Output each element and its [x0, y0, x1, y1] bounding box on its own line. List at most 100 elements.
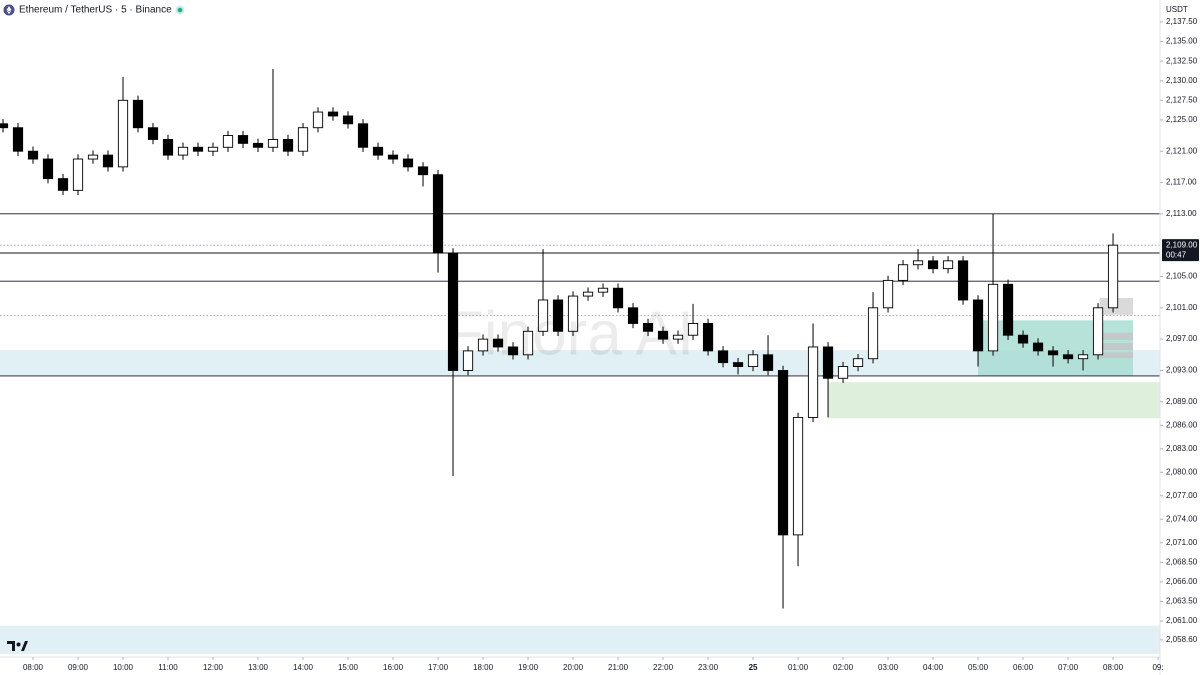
x-tick-label: 19:00: [518, 663, 539, 672]
y-tick-label: 2,130.00: [1166, 76, 1198, 85]
candle-body: [1017, 334, 1029, 344]
x-tick-label: 09:00: [68, 663, 89, 672]
zone: [828, 382, 1160, 419]
y-tick-label: 2,135.00: [1166, 37, 1198, 46]
candle-body: [267, 139, 279, 148]
x-tick-label: 15:00: [338, 663, 359, 672]
y-tick-label: 2,113.00: [1166, 209, 1197, 218]
candle-body: [927, 260, 939, 270]
currency-label: USDT: [1166, 5, 1188, 14]
coin-icon-mark: [6, 6, 12, 14]
candle-body: [702, 323, 714, 352]
y-tick-label: 2,058.60: [1166, 635, 1198, 644]
price-label: 2,109.00: [1166, 240, 1198, 249]
candle-body: [732, 362, 744, 367]
price-countdown: 00:47: [1166, 250, 1187, 259]
candle-body: [477, 338, 489, 352]
x-tick-label: 09:: [1152, 663, 1163, 672]
chart-title: Ethereum / TetherUS · 5 · Binance: [19, 5, 172, 16]
zone: [1099, 352, 1133, 358]
y-tick-label: 2,074.00: [1166, 514, 1198, 523]
candle-body: [822, 346, 834, 379]
x-tick-label: 21:00: [608, 663, 629, 672]
y-tick-label: 2,097.00: [1166, 334, 1198, 343]
candle-body: [192, 146, 204, 152]
candle-body: [687, 323, 699, 336]
y-tick-label: 2,086.00: [1166, 420, 1198, 429]
candle-body: [567, 295, 579, 332]
candle-body: [342, 115, 354, 125]
candle-body: [282, 139, 294, 152]
candle-body: [972, 299, 984, 352]
candle-body: [867, 307, 879, 360]
candle-body: [42, 158, 54, 180]
candle-body: [612, 287, 624, 309]
candle-body: [387, 154, 399, 160]
candle-body: [102, 154, 114, 168]
candle-body: [447, 252, 459, 371]
candle-body: [942, 260, 954, 270]
status-dot: [177, 7, 183, 13]
candle-body: [912, 260, 924, 266]
tv-logo: [7, 641, 28, 651]
x-tick-label: 08:00: [23, 663, 44, 672]
candle-body: [312, 111, 324, 129]
candle-body: [627, 307, 639, 324]
candle-body: [552, 299, 564, 332]
logo-part: [7, 641, 15, 651]
y-tick-label: 2,105.00: [1166, 272, 1198, 281]
y-tick-label: 2,093.00: [1166, 366, 1198, 375]
logo-part: [21, 641, 28, 651]
x-tick-label: 22:00: [653, 663, 674, 672]
x-tick-label: 11:00: [158, 663, 178, 672]
x-tick-label: 01:00: [788, 663, 809, 672]
candle-body: [147, 127, 159, 140]
candle-body: [537, 299, 549, 332]
x-tick-label: 10:00: [113, 663, 134, 672]
y-tick-label: 2,101.00: [1166, 303, 1198, 312]
x-tick-label: 07:00: [1058, 663, 1079, 672]
candle-body: [582, 291, 594, 297]
y-tick-label: 2,089.00: [1166, 397, 1198, 406]
y-tick-label: 2,117.00: [1166, 178, 1197, 187]
y-tick-label: 2,068.50: [1166, 557, 1198, 566]
x-tick-label: 13:00: [248, 663, 269, 672]
y-tick-label: 2,132.50: [1166, 56, 1198, 65]
candle-body: [177, 146, 189, 156]
candle-body: [327, 111, 339, 117]
candle-body: [642, 323, 654, 332]
zone: [1099, 332, 1133, 340]
candle-body: [207, 146, 219, 152]
candle-body: [897, 264, 909, 281]
y-tick-label: 2,066.00: [1166, 577, 1198, 586]
candle-body: [432, 174, 444, 254]
watermark: Finora AI: [446, 299, 694, 368]
candle-body: [492, 338, 504, 348]
candle-body: [1002, 283, 1014, 336]
candle-body: [237, 135, 249, 144]
candle-body: [657, 330, 669, 340]
x-tick-label: 20:00: [563, 663, 584, 672]
candle-body: [27, 150, 39, 160]
candle-body: [462, 350, 474, 371]
x-tick-label: 03:00: [878, 663, 899, 672]
x-tick-label: 02:00: [833, 663, 854, 672]
x-tick-label: 04:00: [923, 663, 944, 672]
y-tick-label: 2,121.00: [1166, 146, 1198, 155]
y-tick-label: 2,077.00: [1166, 491, 1198, 500]
candle-body: [1047, 350, 1059, 356]
candle-body: [807, 346, 819, 418]
zone: [0, 350, 1160, 376]
candle-body: [57, 178, 69, 191]
candle-body: [507, 346, 519, 356]
candle-body: [837, 366, 849, 379]
candle-body: [357, 123, 369, 148]
candle-body: [597, 287, 609, 293]
y-tick-label: 2,083.00: [1166, 444, 1198, 453]
zone: [0, 625, 1160, 654]
candle-body: [1092, 307, 1104, 356]
x-tick-label: 25: [749, 663, 758, 672]
candle-body: [762, 354, 774, 371]
y-tick-label: 2,063.50: [1166, 597, 1198, 606]
